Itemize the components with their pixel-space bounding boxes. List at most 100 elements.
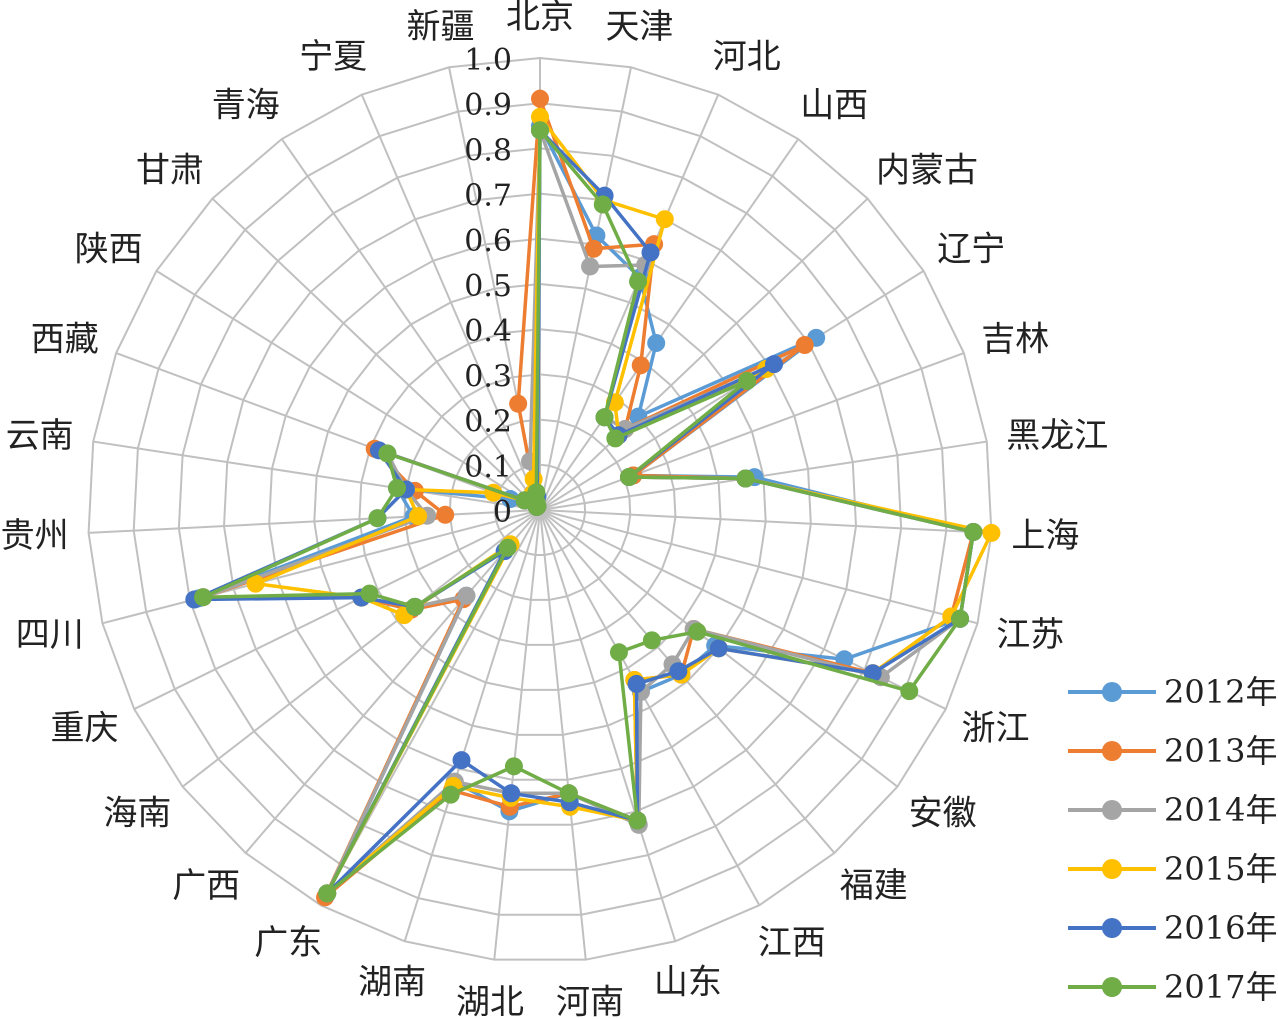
tick-label: 0.4 bbox=[464, 314, 512, 349]
data-point bbox=[436, 505, 455, 524]
grid-spoke bbox=[539, 67, 632, 511]
series bbox=[194, 121, 983, 903]
category-label: 山东 bbox=[654, 962, 722, 1002]
data-point bbox=[318, 884, 337, 903]
grid-ring bbox=[223, 192, 857, 826]
data-point bbox=[246, 574, 265, 593]
data-point bbox=[764, 355, 783, 374]
data-point bbox=[409, 507, 428, 526]
category-label: 重庆 bbox=[50, 709, 118, 749]
grid-spoke bbox=[493, 509, 541, 960]
data-point bbox=[498, 538, 517, 557]
legend-marker bbox=[1102, 918, 1122, 938]
data-point bbox=[620, 468, 639, 487]
category-label: 宁夏 bbox=[299, 37, 367, 77]
data-point bbox=[647, 334, 666, 353]
tick-label: 0.2 bbox=[464, 405, 512, 440]
grid-ring bbox=[177, 147, 903, 871]
category-label: 江苏 bbox=[996, 615, 1064, 655]
legend-marker bbox=[1102, 800, 1122, 820]
data-point bbox=[629, 272, 648, 291]
category-label: 湖北 bbox=[456, 982, 524, 1019]
data-point bbox=[627, 674, 646, 693]
grid-spoke bbox=[539, 509, 587, 960]
data-point bbox=[642, 631, 661, 650]
data-point bbox=[631, 356, 650, 375]
grid-ring bbox=[358, 328, 722, 691]
radar-grid bbox=[87, 56, 993, 961]
grid-spoke bbox=[280, 138, 541, 511]
grid-spoke bbox=[539, 197, 869, 511]
data-point bbox=[951, 609, 970, 628]
category-label: 河南 bbox=[556, 982, 624, 1019]
legend-label: 2012年 bbox=[1164, 673, 1277, 711]
legend-marker bbox=[1102, 741, 1122, 761]
grid-spoke bbox=[539, 138, 800, 511]
data-point bbox=[593, 195, 612, 214]
category-label: 江西 bbox=[758, 923, 826, 963]
data-point bbox=[669, 662, 688, 681]
category-label: 黑龙江 bbox=[1006, 416, 1108, 456]
series-layer bbox=[185, 89, 1001, 907]
category-label: 四川 bbox=[16, 615, 84, 655]
radial-tick-labels: 0 0.1 0.2 0.3 0.4 0.5 0.6 0.7 0.8 0.9 1.0 bbox=[464, 43, 512, 530]
tick-label: 0.1 bbox=[464, 450, 512, 485]
legend-label: 2014年 bbox=[1164, 791, 1277, 829]
grid-spoke bbox=[403, 509, 541, 942]
data-point bbox=[405, 597, 424, 616]
legend-marker bbox=[1102, 682, 1122, 702]
category-labels: 北京 天津河北山西内蒙古辽宁吉林黑龙江上海江苏浙江安徽福建江西山东河南湖北湖南广东… bbox=[1, 0, 1109, 1019]
series-line bbox=[201, 128, 976, 896]
data-point bbox=[527, 483, 546, 502]
grid-spoke bbox=[93, 440, 541, 511]
grid-spoke bbox=[539, 509, 992, 534]
grid-spoke bbox=[539, 509, 677, 942]
category-label: 福建 bbox=[840, 866, 908, 906]
data-point bbox=[655, 210, 674, 229]
data-point bbox=[194, 588, 213, 607]
legend: 2012年 2013年 2014年 2015年 2016年 2017年 bbox=[1068, 673, 1277, 1006]
grid-spoke bbox=[539, 509, 978, 625]
tick-label: 0.9 bbox=[464, 88, 512, 123]
grid-spoke bbox=[115, 352, 541, 511]
category-label: 吉林 bbox=[981, 319, 1049, 359]
category-label: 安徽 bbox=[909, 793, 977, 833]
grid-ring bbox=[448, 418, 632, 601]
category-label: 广东 bbox=[254, 923, 322, 963]
data-point bbox=[452, 751, 471, 770]
grid-spoke bbox=[244, 509, 541, 854]
category-label: 云南 bbox=[6, 416, 74, 456]
legend-marker bbox=[1102, 977, 1122, 997]
legend-item: 2017年 bbox=[1068, 968, 1277, 1006]
tick-label: 0 bbox=[493, 495, 512, 530]
legend-label: 2017年 bbox=[1164, 968, 1277, 1006]
data-point bbox=[982, 523, 1001, 542]
grid-spoke bbox=[211, 197, 541, 511]
tick-label: 1.0 bbox=[464, 43, 512, 78]
data-point bbox=[368, 509, 387, 528]
grid-ring bbox=[87, 56, 993, 961]
category-label: 新疆 bbox=[407, 7, 475, 47]
data-point bbox=[457, 586, 476, 605]
data-point bbox=[606, 429, 625, 448]
category-label: 西藏 bbox=[31, 319, 99, 359]
legend-marker bbox=[1102, 859, 1122, 879]
legend-item: 2016年 bbox=[1068, 909, 1277, 947]
data-point bbox=[641, 243, 660, 262]
data-point bbox=[900, 682, 919, 701]
grid-spoke bbox=[539, 509, 761, 906]
category-label: 山西 bbox=[800, 86, 868, 126]
category-label: 贵州 bbox=[1, 516, 69, 556]
tick-label: 0.6 bbox=[464, 224, 512, 259]
tick-label: 0.3 bbox=[464, 359, 512, 394]
category-label: 北京 bbox=[506, 0, 574, 37]
category-label: 海南 bbox=[103, 793, 171, 833]
category-label: 辽宁 bbox=[937, 230, 1005, 270]
data-point bbox=[688, 622, 707, 641]
grid-spoke bbox=[102, 509, 541, 625]
data-point bbox=[736, 469, 755, 488]
grid-spoke bbox=[539, 509, 836, 854]
data-point bbox=[360, 584, 379, 603]
grid-spoke bbox=[539, 94, 720, 511]
